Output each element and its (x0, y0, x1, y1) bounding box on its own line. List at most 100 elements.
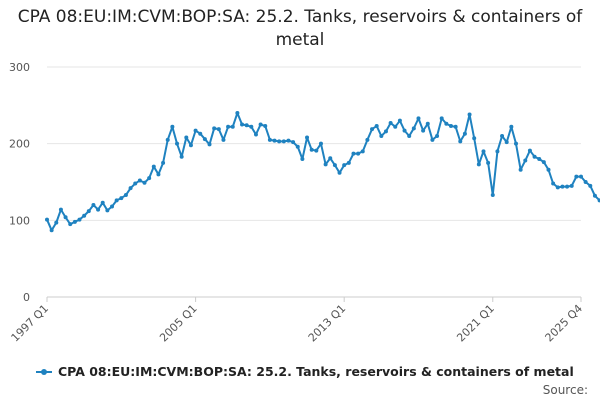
data-point[interactable] (421, 128, 426, 133)
data-point[interactable] (86, 209, 91, 214)
data-point[interactable] (249, 124, 254, 129)
data-point[interactable] (221, 137, 226, 142)
data-point[interactable] (397, 118, 402, 123)
data-point[interactable] (425, 121, 430, 126)
data-point[interactable] (588, 183, 593, 188)
data-point[interactable] (332, 163, 337, 168)
data-point[interactable] (244, 123, 249, 128)
data-point[interactable] (500, 134, 505, 138)
data-point[interactable] (407, 134, 412, 138)
data-point[interactable] (184, 135, 189, 140)
data-point[interactable] (551, 181, 556, 186)
data-point[interactable] (318, 141, 323, 146)
data-point[interactable] (305, 135, 310, 140)
data-point[interactable] (467, 112, 472, 117)
data-point[interactable] (137, 178, 142, 183)
data-point[interactable] (388, 120, 393, 125)
data-point[interactable] (156, 172, 161, 177)
data-point[interactable] (583, 180, 588, 184)
data-point[interactable] (370, 127, 375, 132)
data-point[interactable] (532, 154, 537, 159)
data-point[interactable] (346, 160, 351, 165)
data-point[interactable] (202, 137, 207, 142)
data-point[interactable] (495, 149, 500, 154)
data-point[interactable] (45, 217, 49, 222)
data-point[interactable] (309, 147, 314, 152)
data-point[interactable] (402, 128, 407, 133)
data-point[interactable] (342, 163, 347, 168)
data-point[interactable] (207, 142, 212, 147)
data-point[interactable] (383, 129, 388, 134)
data-point[interactable] (58, 207, 63, 212)
data-point[interactable] (314, 148, 319, 153)
data-point[interactable] (365, 137, 370, 142)
data-point[interactable] (198, 131, 203, 136)
data-point[interactable] (300, 157, 305, 161)
data-point[interactable] (439, 116, 444, 121)
data-point[interactable] (147, 176, 152, 181)
data-point[interactable] (374, 124, 379, 129)
data-point[interactable] (379, 134, 384, 138)
data-point[interactable] (430, 137, 435, 142)
data-point[interactable] (110, 204, 115, 209)
data-point[interactable] (569, 183, 574, 188)
data-point[interactable] (188, 143, 193, 148)
data-point[interactable] (272, 138, 277, 143)
data-point[interactable] (281, 139, 286, 144)
data-point[interactable] (411, 126, 416, 131)
data-point[interactable] (393, 124, 398, 129)
data-point[interactable] (72, 219, 77, 224)
data-point[interactable] (555, 185, 560, 190)
data-point[interactable] (360, 149, 365, 154)
data-point[interactable] (77, 217, 82, 222)
data-point[interactable] (105, 208, 110, 213)
data-point[interactable] (63, 215, 68, 220)
data-point[interactable] (486, 160, 491, 165)
data-point[interactable] (142, 180, 147, 185)
data-point[interactable] (263, 124, 268, 129)
data-point[interactable] (128, 186, 133, 191)
data-point[interactable] (277, 139, 282, 144)
data-point[interactable] (193, 128, 198, 133)
data-point[interactable] (444, 121, 449, 126)
data-point[interactable] (351, 151, 356, 156)
data-point[interactable] (509, 124, 514, 129)
data-point[interactable] (481, 149, 486, 154)
data-point[interactable] (216, 127, 221, 132)
data-point[interactable] (286, 138, 291, 143)
data-point[interactable] (592, 193, 597, 198)
legend[interactable]: CPA 08:EU:IM:CVM:BOP:SA: 25.2. Tanks, re… (36, 364, 574, 379)
data-point[interactable] (523, 158, 528, 163)
data-point[interactable] (96, 207, 101, 212)
data-point[interactable] (291, 140, 296, 145)
data-point[interactable] (579, 174, 583, 179)
data-point[interactable] (119, 196, 124, 201)
data-point[interactable] (435, 134, 440, 138)
data-point[interactable] (416, 116, 421, 121)
data-point[interactable] (68, 222, 73, 227)
data-point[interactable] (574, 174, 579, 179)
data-point[interactable] (546, 167, 551, 172)
data-point[interactable] (161, 160, 166, 165)
data-point[interactable] (258, 122, 263, 127)
data-point[interactable] (165, 137, 170, 142)
data-point[interactable] (133, 181, 138, 186)
data-point[interactable] (565, 184, 570, 189)
data-point[interactable] (527, 148, 532, 153)
data-point[interactable] (513, 141, 518, 146)
data-point[interactable] (356, 151, 361, 156)
data-point[interactable] (541, 160, 546, 165)
data-point[interactable] (82, 213, 87, 218)
data-point[interactable] (597, 198, 600, 203)
data-point[interactable] (240, 122, 245, 127)
data-point[interactable] (123, 193, 128, 198)
data-point[interactable] (453, 124, 458, 129)
data-point[interactable] (179, 154, 184, 159)
data-point[interactable] (91, 203, 96, 207)
data-point[interactable] (323, 162, 328, 167)
data-point[interactable] (114, 198, 119, 203)
data-point[interactable] (253, 132, 258, 137)
data-point[interactable] (230, 124, 235, 129)
data-point[interactable] (328, 156, 333, 161)
data-point[interactable] (504, 140, 509, 145)
